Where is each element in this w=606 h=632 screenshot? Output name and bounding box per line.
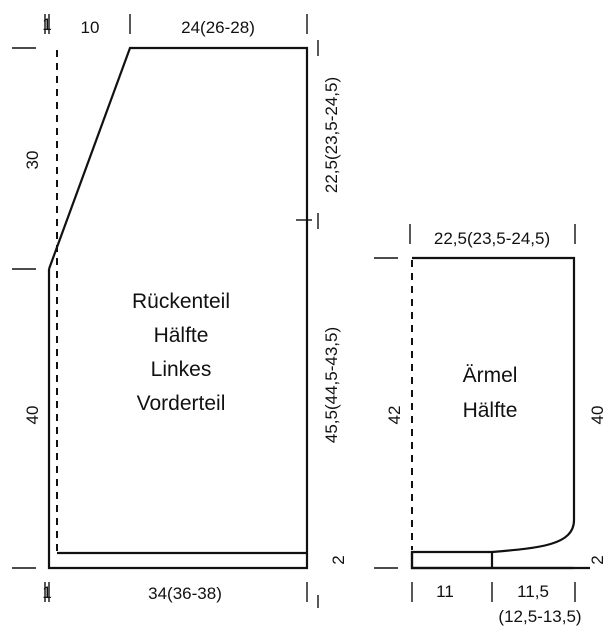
back-hem-height: 2 (329, 555, 348, 564)
sleeve-bottom-edge (410, 552, 574, 570)
sleeve-bottom-right-width: 11,5 (517, 582, 549, 601)
back-piece-label-2: Hälfte (154, 324, 209, 347)
sleeve-hem-height: 2 (588, 555, 606, 564)
sleeve-top-width: 22,5(23,5-24,5) (434, 229, 550, 248)
sleeve-label-2: Hälfte (463, 399, 518, 422)
back-top-marker: 1 (42, 15, 51, 34)
back-bottom-marker: 1 (42, 583, 51, 602)
sleeve-label-1: Ärmel (463, 364, 518, 387)
back-piece-label-1: Rückenteil (132, 290, 230, 313)
sleeve-piece: 22,5(23,5-24,5) 42 40 2 11 11,5 (12,5-13… (374, 224, 606, 626)
back-top-left-width: 10 (81, 18, 100, 37)
back-piece-label-3: Linkes (151, 358, 212, 381)
back-right-lower-height: 45,5(44,5-43,5) (322, 327, 341, 443)
sleeve-bottom-right-sizes: (12,5-13,5) (498, 607, 581, 626)
back-left-upper-height: 30 (23, 151, 42, 170)
back-piece-label-4: Vorderteil (137, 392, 226, 415)
sleeve-left-height: 42 (385, 406, 404, 425)
back-piece-outline (47, 46, 309, 570)
sleeve-bottom-left-width: 11 (436, 582, 454, 601)
back-piece: 1 10 24(26-28) 30 40 22,5(23,5-24,5) 45,… (12, 14, 348, 608)
back-left-lower-height: 40 (23, 406, 42, 425)
back-bottom-width: 34(36-38) (148, 584, 222, 603)
sleeve-right-height: 40 (588, 406, 606, 425)
back-top-right-width: 24(26-28) (181, 18, 255, 37)
back-right-upper-height: 22,5(23,5-24,5) (322, 77, 341, 193)
